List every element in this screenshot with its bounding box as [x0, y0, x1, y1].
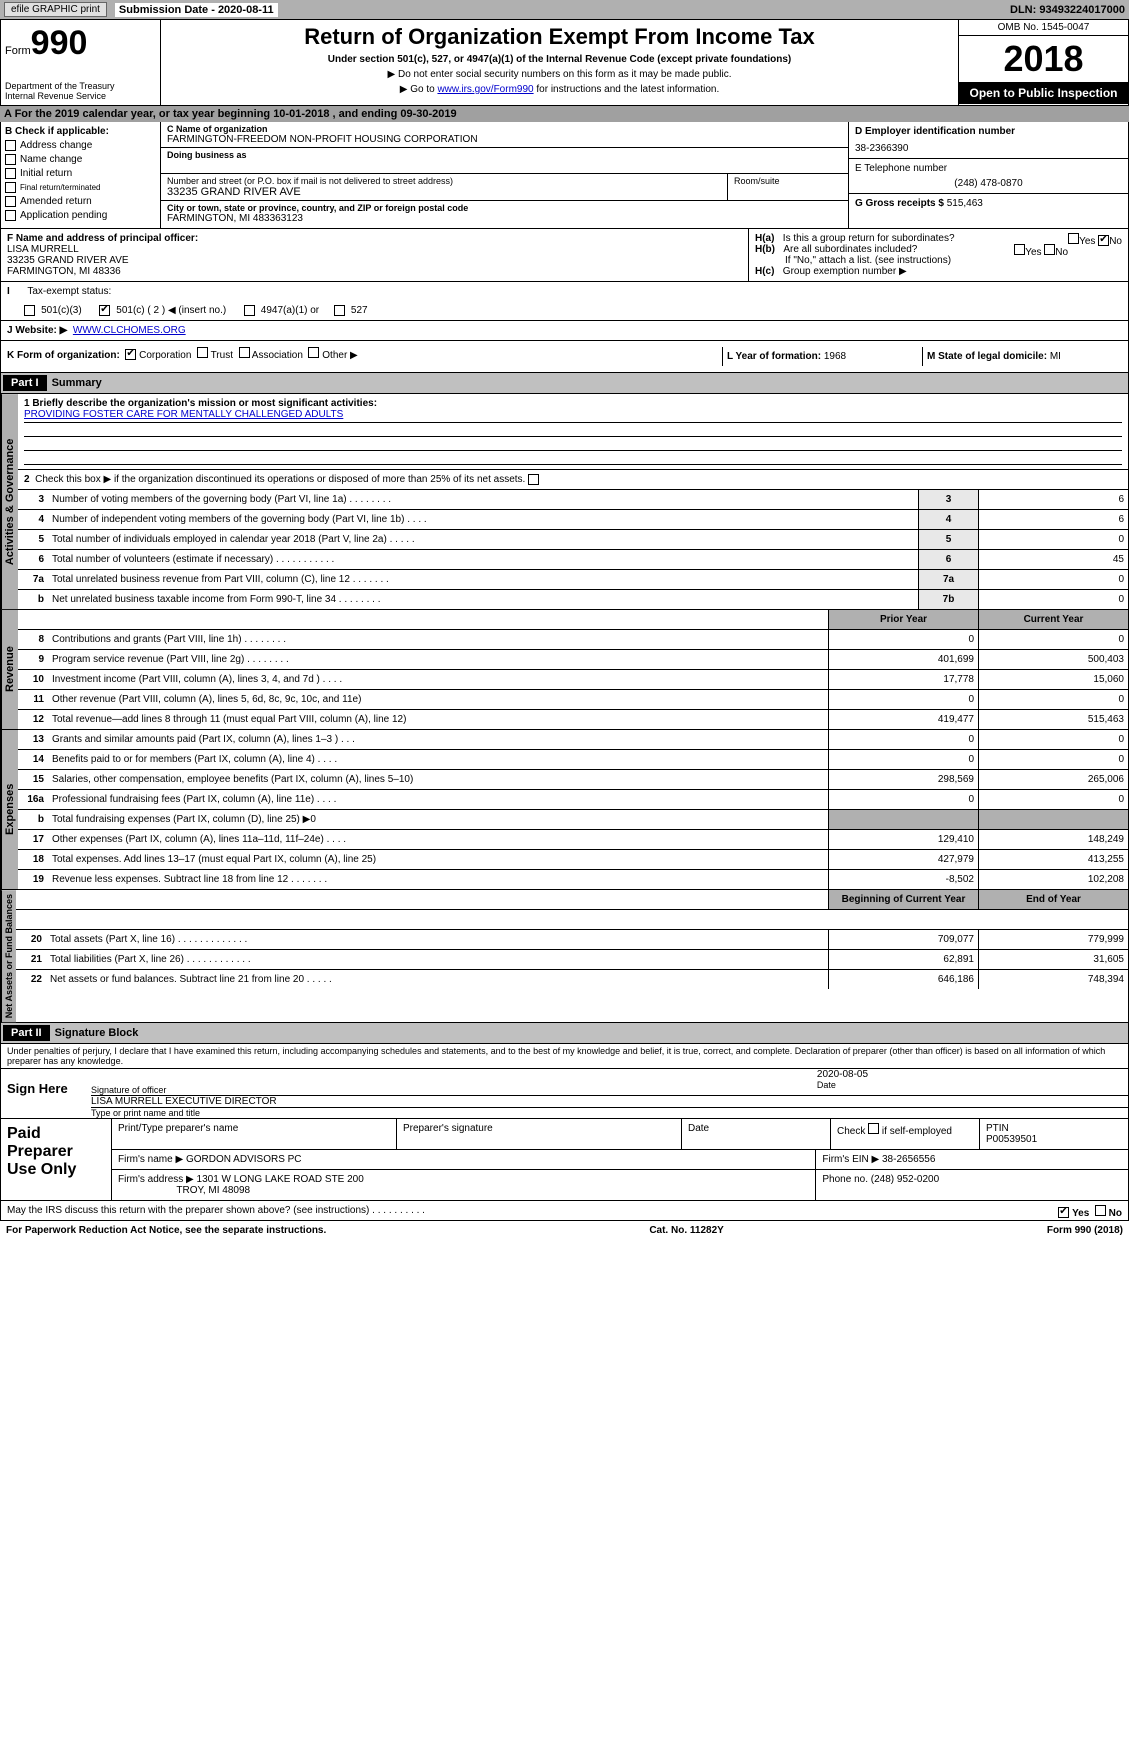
- chk-self-employed[interactable]: [868, 1123, 879, 1134]
- irs-discuss-no[interactable]: [1095, 1205, 1106, 1216]
- chk-corp[interactable]: [125, 349, 136, 360]
- form-label: Form: [5, 45, 31, 57]
- city-state-zip: FARMINGTON, MI 483363123: [167, 213, 842, 224]
- ptin: P00539501: [986, 1134, 1037, 1145]
- mission-text: PROVIDING FOSTER CARE FOR MENTALLY CHALL…: [24, 409, 1122, 423]
- irs-link[interactable]: www.irs.gov/Form990: [437, 84, 533, 95]
- dept-treasury: Department of the Treasury Internal Reve…: [5, 81, 156, 101]
- year-formation: 1968: [824, 351, 846, 362]
- room-suite: Room/suite: [728, 174, 848, 200]
- org-name: FARMINGTON-FREEDOM NON-PROFIT HOUSING CO…: [167, 134, 842, 145]
- end-year-hdr: End of Year: [978, 890, 1128, 909]
- chk-address[interactable]: [5, 140, 16, 151]
- firm-addr: 1301 W LONG LAKE ROAD STE 200: [197, 1174, 364, 1185]
- paid-preparer-label: Paid Preparer Use Only: [1, 1119, 111, 1200]
- gross-value: 515,463: [947, 198, 983, 209]
- phone-value: (248) 478-0870: [855, 178, 1122, 189]
- ha-yes[interactable]: [1068, 233, 1079, 244]
- part1-hdr: Part I: [3, 375, 47, 391]
- chk-501c3[interactable]: [24, 305, 35, 316]
- c-name-label: C Name of organization: [167, 124, 842, 134]
- subtitle-2: ▶ Do not enter social security numbers o…: [165, 69, 954, 80]
- firm-city: TROY, MI 48098: [176, 1185, 250, 1196]
- firm-ein: 38-2656556: [882, 1154, 935, 1165]
- part1-title: Summary: [50, 375, 104, 391]
- firm-phone: (248) 952-0200: [871, 1174, 939, 1185]
- tab-expenses: Expenses: [1, 730, 18, 889]
- begin-year-hdr: Beginning of Current Year: [828, 890, 978, 909]
- state-domicile: MI: [1050, 351, 1061, 362]
- officer-sig-name: LISA MURRELL EXECUTIVE DIRECTOR: [91, 1096, 1128, 1108]
- part2-hdr: Part II: [3, 1025, 50, 1041]
- efile-label: efile GRAPHIC print: [4, 2, 107, 17]
- street-address: 33235 GRAND RIVER AVE: [167, 186, 721, 198]
- chk-amended[interactable]: [5, 196, 16, 207]
- chk-final[interactable]: [5, 182, 16, 193]
- phone-label: E Telephone number: [855, 163, 1122, 174]
- paperwork-notice: For Paperwork Reduction Act Notice, see …: [6, 1225, 326, 1236]
- sign-here: Sign Here: [1, 1069, 91, 1118]
- chk-501c[interactable]: [99, 305, 110, 316]
- current-year-hdr: Current Year: [978, 610, 1128, 629]
- cat-no: Cat. No. 11282Y: [649, 1225, 723, 1236]
- officer-addr2: FARMINGTON, MI 48336: [7, 266, 742, 277]
- hb-no[interactable]: [1044, 244, 1055, 255]
- submission-date: Submission Date - 2020-08-11: [115, 3, 278, 17]
- subtitle-3: ▶ Go to www.irs.gov/Form990 for instruct…: [165, 84, 954, 95]
- penalty-text: Under penalties of perjury, I declare th…: [0, 1044, 1129, 1069]
- subtitle-1: Under section 501(c), 527, or 4947(a)(1)…: [165, 54, 954, 65]
- return-title: Return of Organization Exempt From Incom…: [165, 24, 954, 50]
- dba-label: Doing business as: [167, 150, 842, 160]
- sign-date: 2020-08-05: [817, 1069, 1128, 1080]
- gross-label: G Gross receipts $: [855, 198, 944, 209]
- prior-year-hdr: Prior Year: [828, 610, 978, 629]
- tab-governance: Activities & Governance: [1, 394, 18, 609]
- website[interactable]: WWW.CLCHOMES.ORG: [73, 325, 186, 336]
- open-public: Open to Public Inspection: [959, 82, 1128, 104]
- chk-assoc[interactable]: [239, 347, 250, 358]
- chk-discontinued[interactable]: [528, 474, 539, 485]
- ha-no[interactable]: [1098, 235, 1109, 246]
- city-label: City or town, state or province, country…: [167, 203, 842, 213]
- chk-initial[interactable]: [5, 168, 16, 179]
- dln: DLN: 93493224017000: [1010, 4, 1125, 16]
- officer-addr1: 33235 GRAND RIVER AVE: [7, 255, 742, 266]
- tab-netassets: Net Assets or Fund Balances: [1, 890, 16, 1022]
- chk-527[interactable]: [334, 305, 345, 316]
- ein-value: 38-2366390: [855, 143, 1122, 154]
- f-label: F Name and address of principal officer:: [7, 233, 742, 244]
- officer-name: LISA MURRELL: [7, 244, 742, 255]
- chk-name[interactable]: [5, 154, 16, 165]
- chk-other[interactable]: [308, 347, 319, 358]
- addr-label: Number and street (or P.O. box if mail i…: [167, 176, 721, 186]
- tab-revenue: Revenue: [1, 610, 18, 729]
- tax-year: 2018: [959, 36, 1128, 82]
- chk-4947[interactable]: [244, 305, 255, 316]
- irs-discuss-yes[interactable]: [1058, 1207, 1069, 1218]
- hb-yes[interactable]: [1014, 244, 1025, 255]
- row-a: A For the 2019 calendar year, or tax yea…: [0, 106, 1129, 122]
- form-number: 990: [31, 24, 88, 62]
- ein-label: D Employer identification number: [855, 126, 1122, 137]
- form-footer: Form 990 (2018): [1047, 1225, 1123, 1236]
- chk-pending[interactable]: [5, 210, 16, 221]
- part2-title: Signature Block: [53, 1025, 141, 1041]
- firm-name: GORDON ADVISORS PC: [186, 1154, 302, 1165]
- chk-trust[interactable]: [197, 347, 208, 358]
- omb-number: OMB No. 1545-0047: [959, 20, 1128, 36]
